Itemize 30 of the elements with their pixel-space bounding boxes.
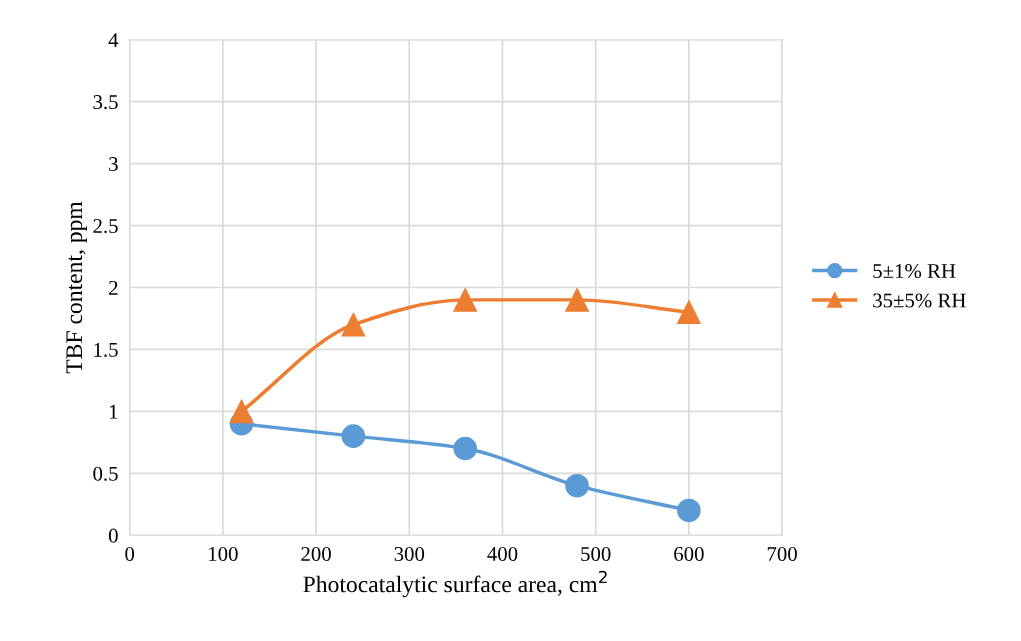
y-tick-label: 1.5: [94, 342, 118, 357]
y-tick-label: 2: [109, 280, 118, 295]
point: [453, 288, 478, 312]
y-tick-label: 4: [108, 33, 119, 47]
y-tick-label: 3.5: [93, 95, 118, 110]
y-axis-title: TBF content, ppm: [66, 201, 87, 374]
x-tick-label: 400: [487, 546, 518, 562]
legend-label: 35±5% RH: [873, 293, 966, 308]
point: [565, 473, 589, 498]
x-axis-title: Photocatalytic surface area, cm$^{2}$: [303, 570, 607, 598]
x-tick-label: 500: [581, 546, 611, 562]
point: [677, 498, 701, 523]
point: [565, 288, 589, 312]
y-tick-label: 3: [109, 157, 118, 172]
point: [341, 312, 366, 337]
x-tick-label: 100: [209, 546, 238, 562]
legend-label: 5±1% RH: [873, 263, 956, 279]
y-tick-label: 0: [108, 528, 118, 543]
x-tick-label: 200: [301, 546, 331, 562]
x-tick-label: 600: [674, 546, 704, 562]
x-tick-label: 300: [394, 546, 425, 562]
x-tick-label: 700: [767, 546, 797, 562]
point: [453, 436, 478, 461]
y-tick-label: 0.5: [93, 466, 118, 481]
x-tick-label: 0: [125, 546, 135, 562]
point: [677, 300, 701, 325]
y-tick-label: 2.5: [93, 218, 118, 234]
y-tick-label: 1: [109, 404, 118, 419]
point: [229, 399, 254, 424]
point: [341, 424, 366, 448]
